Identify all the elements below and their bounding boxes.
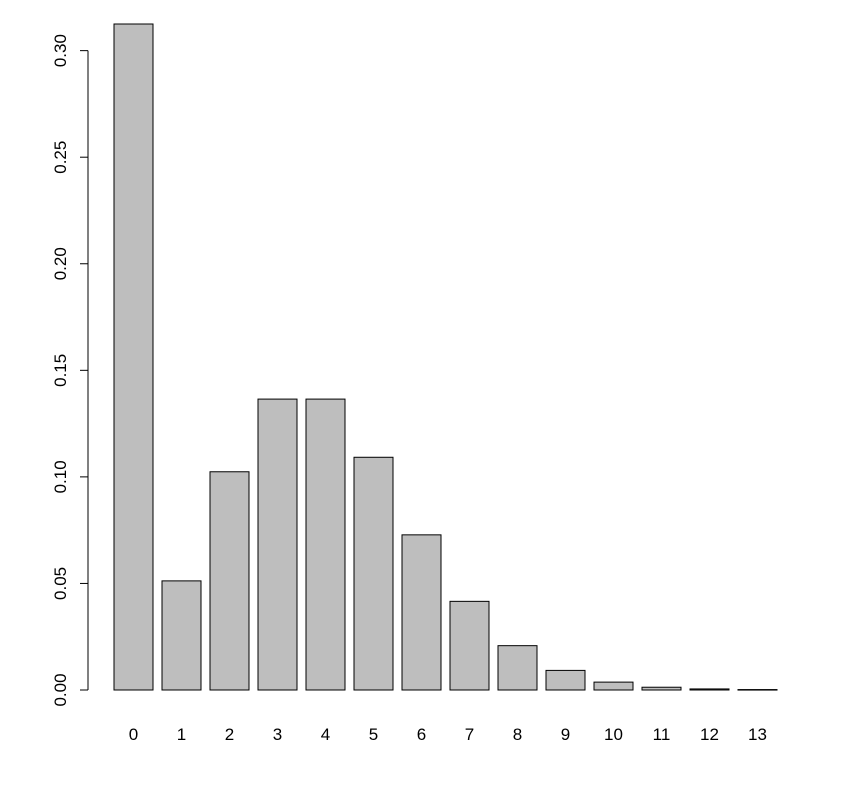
x-category-label: 2 (225, 725, 234, 744)
x-category-labels: 0 1 2 3 4 5 6 7 8 9 10 11 12 13 (129, 725, 767, 744)
bar-11 (641, 686, 682, 691)
x-category-label: 10 (604, 725, 623, 744)
y-axis: 0.00 0.05 0.10 0.15 0.20 0.25 0.30 (51, 34, 89, 707)
bar-0 (113, 23, 154, 691)
y-tick-label: 0.20 (51, 247, 70, 280)
y-tick-label: 0.15 (51, 354, 70, 387)
bar-13 (737, 689, 778, 691)
y-tick-label: 0.05 (51, 567, 70, 600)
bar-4 (305, 398, 346, 691)
y-tick-label: 0.30 (51, 34, 70, 67)
bar-10 (593, 681, 634, 691)
bar-3 (257, 398, 298, 691)
x-category-label: 5 (369, 725, 378, 744)
x-category-label: 4 (321, 725, 330, 744)
x-category-label: 12 (700, 725, 719, 744)
x-category-label: 9 (561, 725, 570, 744)
x-category-label: 1 (177, 725, 186, 744)
bar-7 (449, 600, 490, 691)
y-tick-label: 0.25 (51, 141, 70, 174)
y-tick-label: 0.10 (51, 460, 70, 493)
bar-2 (209, 471, 250, 691)
bars (113, 23, 778, 691)
x-category-label: 3 (273, 725, 282, 744)
x-category-label: 8 (513, 725, 522, 744)
bar-12 (689, 688, 730, 691)
y-tick-label: 0.00 (51, 673, 70, 706)
x-category-label: 11 (653, 725, 671, 744)
bar-5 (353, 456, 394, 691)
x-category-label: 7 (465, 725, 474, 744)
x-category-label: 6 (417, 725, 426, 744)
bar-1 (161, 580, 202, 691)
bar-9 (545, 669, 586, 691)
x-category-label: 13 (748, 725, 767, 744)
bar-6 (401, 534, 442, 691)
bar-8 (497, 645, 538, 691)
x-category-label: 0 (129, 725, 138, 744)
